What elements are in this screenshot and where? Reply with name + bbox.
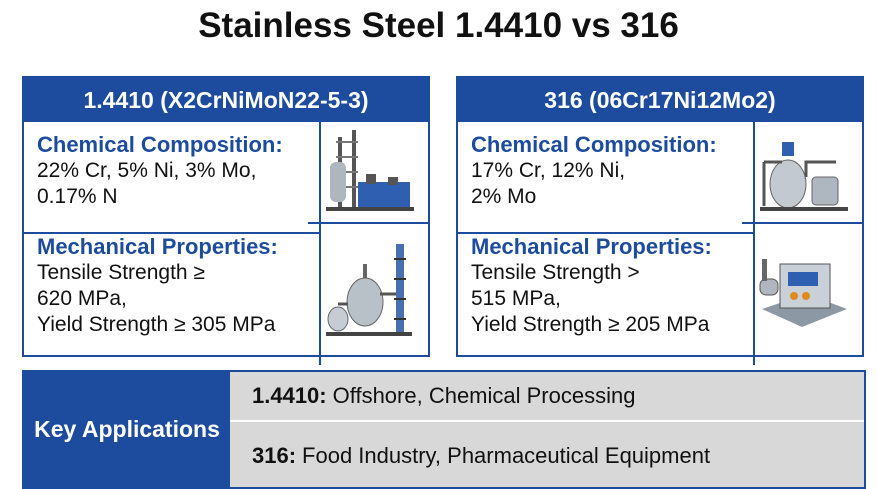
card: 316 (06Cr17Ni12Mo2) Chemical Composition…: [456, 76, 864, 365]
text-line: Yield Strength ≥ 305 MPa: [37, 313, 276, 336]
section-heading: Chemical Composition:: [37, 132, 283, 157]
text-line: 22% Cr, 5% Ni, 3% Mo,: [37, 159, 257, 182]
application-row: 1.4410: Offshore, Chemical Processing: [230, 372, 864, 422]
composition-cell: Chemical Composition: 22% Cr, 5% Ni, 3% …: [24, 122, 321, 234]
composition-cell: Chemical Composition: 17% Cr, 12% Ni, 2%…: [458, 122, 755, 234]
section-heading: Mechanical Properties:: [471, 234, 712, 259]
text-line: 0.17% N: [37, 185, 118, 208]
section-heading: Chemical Composition:: [471, 132, 717, 157]
text-line: Tensile Strength >: [471, 261, 640, 284]
row-text: Food Industry, Pharmaceutical Equipment: [302, 442, 711, 468]
reactor-icon: [326, 244, 412, 336]
application-row: 316: Food Industry, Pharmaceutical Equip…: [230, 424, 864, 487]
row-label: 316:: [252, 442, 297, 468]
section-heading: Mechanical Properties:: [37, 234, 278, 259]
card-header: 1.4410 (X2CrNiMoN22-5-3): [24, 78, 428, 122]
row-label: 1.4410:: [252, 383, 327, 408]
machine-icon: [759, 259, 847, 327]
text-line: 620 MPa,: [37, 287, 127, 310]
mechanical-cell: Mechanical Properties: Tensile Strength …: [24, 224, 321, 365]
tank-icon: [742, 142, 862, 224]
text-line: Tensile Strength ≥: [37, 261, 205, 284]
mechanical-cell: Mechanical Properties: Tensile Strength …: [458, 224, 755, 365]
text-line: 17% Cr, 12% Ni,: [471, 159, 626, 182]
text-line: 2% Mo: [471, 185, 537, 208]
card-header: 316 (06Cr17Ni12Mo2): [458, 78, 862, 122]
card: 1.4410 (X2CrNiMoN22-5-3) Chemical Compos…: [22, 76, 430, 365]
row-text: Offshore, Chemical Processing: [332, 383, 636, 408]
text-line: 515 MPa,: [471, 287, 561, 310]
applications-label: Key Applications: [24, 372, 230, 487]
applications-panel: Key Applications 1.4410: Offshore, Chemi…: [22, 370, 866, 489]
plant-icon: [308, 130, 428, 224]
title: Stainless Steel 1.4410 vs 316: [198, 6, 679, 45]
text-line: Yield Strength ≥ 205 MPa: [471, 313, 710, 336]
